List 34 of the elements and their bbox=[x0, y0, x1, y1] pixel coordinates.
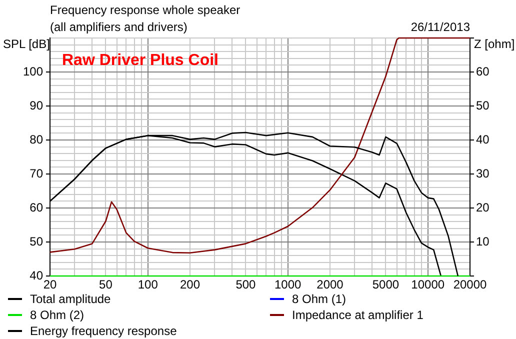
x-tick-label: 500 bbox=[236, 278, 256, 292]
annotation: Raw Driver Plus Coil bbox=[62, 52, 218, 70]
y2-tick-label: 60 bbox=[476, 64, 490, 78]
y-tick-label: 80 bbox=[30, 132, 44, 146]
chart-title: Frequency response whole speaker bbox=[50, 3, 240, 17]
y2-tick-label: 10 bbox=[476, 234, 490, 248]
y-tick-label: 90 bbox=[30, 98, 44, 112]
x-tick-label: 1000 bbox=[274, 278, 302, 292]
legend-label: Impedance at amplifier 1 bbox=[292, 308, 424, 322]
x-tick-label: 20000 bbox=[453, 278, 488, 292]
y-tick-label: 70 bbox=[30, 166, 44, 180]
y-axis-title: SPL [dB] bbox=[3, 37, 50, 51]
x-tick-label: 10000 bbox=[411, 278, 445, 292]
x-tick-label: 5000 bbox=[372, 278, 400, 292]
y2-tick-label: 20 bbox=[476, 200, 490, 214]
y2-tick-label: 30 bbox=[476, 166, 490, 180]
legend-label: Total amplitude bbox=[30, 292, 111, 306]
y-tick-label: 50 bbox=[30, 234, 44, 248]
x-tick-label: 50 bbox=[99, 278, 113, 292]
y-tick-label: 60 bbox=[30, 200, 44, 214]
x-tick-label: 100 bbox=[138, 278, 158, 292]
chart-subtitle: (all amplifiers and drivers) bbox=[50, 20, 188, 34]
text: 26/11/2013 bbox=[410, 20, 470, 34]
x-tick-label: 200 bbox=[180, 278, 200, 292]
y-tick-label: 40 bbox=[30, 268, 44, 282]
y2-axis-title: Z [ohm] bbox=[474, 37, 515, 51]
y2-tick-label: 50 bbox=[476, 98, 490, 112]
y-tick-label: 100 bbox=[22, 64, 44, 78]
y2-tick-label: 40 bbox=[476, 132, 490, 146]
legend-label: Energy frequency response bbox=[30, 324, 177, 338]
x-tick-label: 20 bbox=[43, 278, 57, 292]
x-tick-label: 2000 bbox=[316, 278, 344, 292]
legend-label: 8 Ohm (1) bbox=[292, 292, 346, 306]
legend-label: 8 Ohm (2) bbox=[30, 308, 84, 322]
